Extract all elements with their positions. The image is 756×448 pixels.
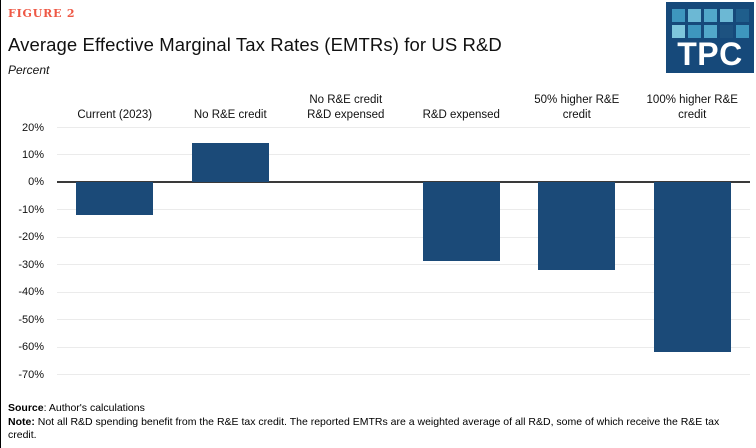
y-axis-tick-label: -50% — [18, 313, 44, 326]
note-text: Not all R&D spending benefit from the R&… — [8, 415, 720, 442]
tpc-logo: TPC — [666, 2, 754, 73]
category-label: No R&E credit — [193, 109, 267, 121]
figure-label: FIGURE 2 — [8, 7, 76, 20]
bar-chart-plot-area: 20% 10% 0% -10% -20% -30% -40% -50% -60% -70% — [18, 122, 750, 381]
logo-square — [719, 25, 733, 38]
chart-title: Average Effective Marginal Tax Rates (EM… — [8, 34, 502, 55]
footnotes: Source: Author's calculations Note: Not … — [8, 402, 722, 443]
methodology-note: Note: Not all R&D spending benefit from … — [8, 416, 722, 443]
y-axis-tick-label: -20% — [18, 231, 44, 244]
y-axis-tick-label: 20% — [21, 121, 44, 134]
gridline — [57, 291, 750, 293]
y-axis-unit-label: Percent — [8, 63, 50, 77]
bar-5 — [538, 181, 616, 270]
bar-6 — [653, 181, 731, 353]
tpc-logo-squares-grid — [671, 9, 749, 38]
gridline — [57, 264, 750, 266]
gridline — [57, 127, 750, 128]
bar-4 — [422, 181, 500, 262]
y-axis-tick-label: 10% — [21, 148, 44, 161]
gridline — [57, 236, 750, 238]
gridline — [57, 154, 750, 156]
bar-1 — [76, 181, 154, 215]
logo-square — [703, 9, 717, 22]
y-axis-tick-label: -40% — [18, 286, 44, 299]
logo-square — [735, 25, 749, 38]
category-label: Current (2023) — [77, 109, 153, 121]
source-text: : Author's calculations — [43, 402, 145, 414]
logo-square — [687, 25, 701, 38]
y-axis-tick-label: 0% — [28, 176, 44, 189]
y-axis-tick-label: -60% — [18, 341, 44, 354]
logo-square — [687, 9, 701, 22]
tpc-logo-text: TPC — [677, 36, 743, 72]
logo-square — [703, 25, 717, 38]
bar-2 — [191, 143, 269, 182]
category-label: 100% higher R&E credit — [646, 94, 738, 121]
gridline — [57, 209, 750, 211]
logo-square — [671, 9, 685, 22]
gridline — [57, 319, 750, 321]
gridline — [57, 346, 750, 348]
category-label: No R&E credit R&D expensed — [307, 94, 385, 121]
zero-axis-line — [57, 180, 750, 183]
source-label: Source — [8, 402, 44, 414]
y-axis-tick-label: -10% — [18, 203, 44, 216]
category-label: R&D expensed — [422, 109, 500, 121]
left-border-line — [0, 0, 1, 448]
logo-square — [735, 9, 749, 22]
y-axis-tick-label: -30% — [18, 258, 44, 271]
category-label: 50% higher R&E credit — [534, 94, 620, 121]
logo-square — [719, 9, 733, 22]
logo-square — [671, 25, 685, 38]
gridline — [57, 374, 750, 375]
note-label: Note: — [8, 415, 35, 428]
source-note: Source: Author's calculations — [8, 402, 722, 416]
y-axis-tick-label: -70% — [18, 368, 44, 381]
